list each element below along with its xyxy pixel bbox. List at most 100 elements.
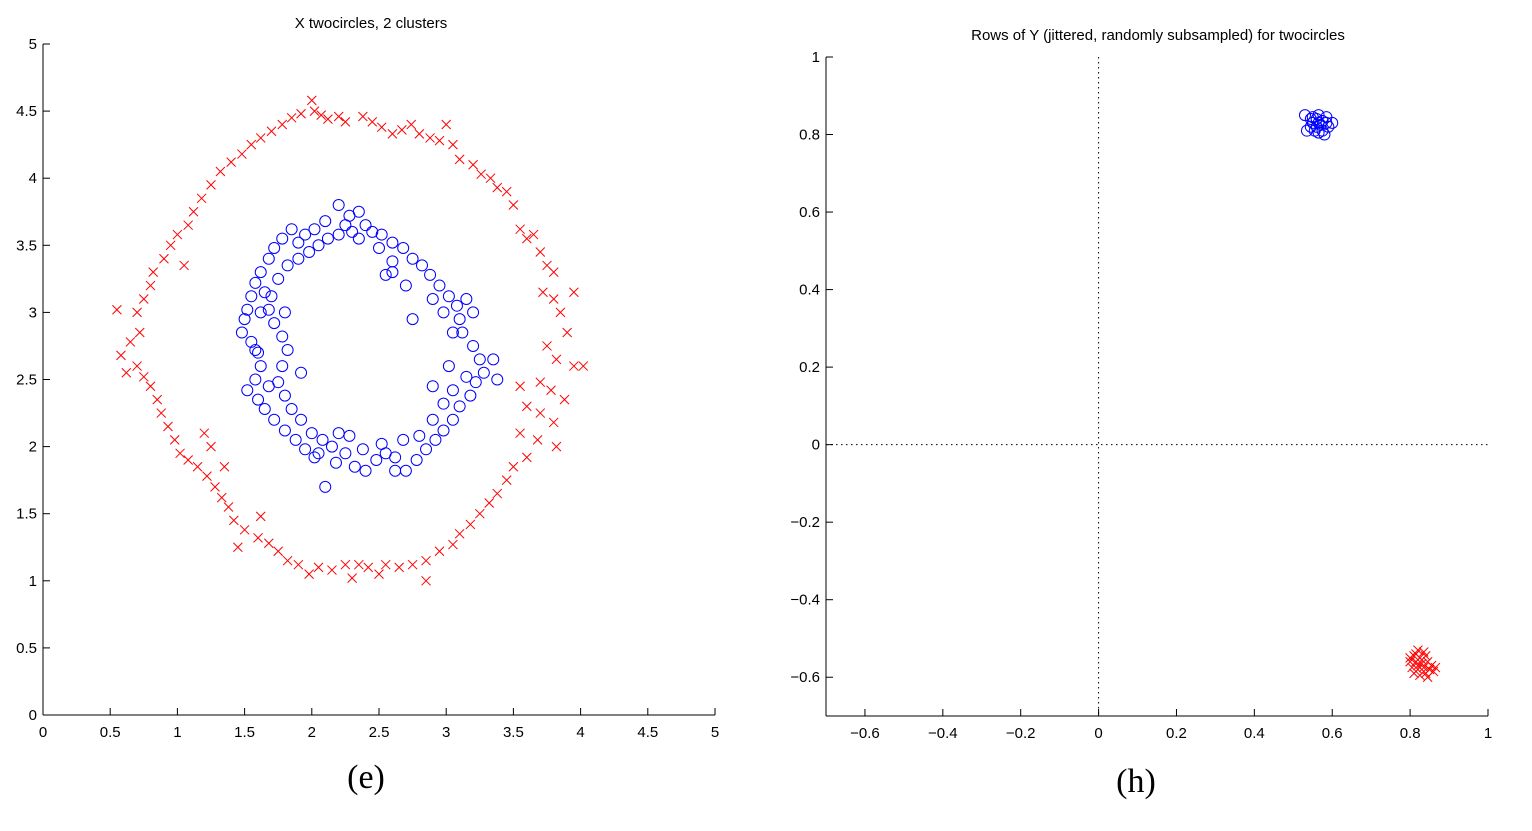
data-point-circle — [373, 241, 385, 254]
data-point-cross — [421, 555, 431, 566]
data-point-circle — [352, 232, 365, 245]
data-point-cross — [546, 385, 556, 396]
data-point-cross — [454, 154, 465, 165]
data-point-circle — [249, 373, 262, 386]
data-point-cross — [233, 542, 243, 553]
data-point-cross — [286, 112, 297, 123]
data-point-circle — [352, 205, 365, 218]
data-point-cross — [206, 180, 216, 190]
data-point-circle — [262, 380, 275, 393]
data-point-cross — [363, 562, 374, 573]
panel-h-caption: (h) — [1116, 763, 1156, 800]
data-point-cross — [282, 555, 293, 566]
data-point-cross — [323, 114, 333, 125]
data-point-circle — [450, 299, 463, 312]
data-point-cross — [1418, 662, 1429, 673]
data-point-cross — [175, 448, 185, 459]
data-point-circle — [1318, 128, 1331, 141]
data-point-circle — [442, 360, 455, 373]
data-point-circle — [295, 413, 308, 426]
data-point-circle — [308, 223, 321, 236]
data-point-cross — [465, 519, 476, 530]
data-point-circle — [321, 232, 334, 245]
data-point-cross — [521, 233, 532, 244]
data-point-circle — [339, 219, 352, 232]
data-point-circle — [386, 255, 399, 268]
data-point-circle — [325, 440, 338, 453]
data-point-cross — [273, 546, 284, 557]
data-point-cross — [277, 119, 288, 130]
data-point-cross — [266, 126, 277, 137]
data-point-cross — [376, 122, 387, 133]
data-point-circle — [1304, 113, 1317, 126]
data-point-cross — [116, 350, 126, 361]
y-tick-label: −0.2 — [790, 514, 820, 531]
data-point-circle — [446, 326, 459, 339]
data-point-circle — [375, 437, 388, 450]
y-tick-label: 0.4 — [799, 282, 820, 299]
data-point-cross — [548, 267, 559, 277]
data-point-cross — [179, 260, 189, 271]
data-point-circle — [316, 433, 329, 446]
data-point-cross — [263, 538, 274, 549]
data-point-cross — [569, 361, 579, 371]
data-point-cross — [1407, 662, 1417, 673]
y-tick-label: 4 — [29, 170, 37, 187]
x-tick-label: 1.5 — [234, 724, 255, 741]
data-point-circle — [289, 433, 302, 446]
data-point-circle — [254, 360, 267, 373]
data-point-circle — [442, 290, 455, 303]
data-point-circle — [245, 290, 258, 303]
data-point-cross — [569, 287, 579, 298]
data-point-circle — [332, 228, 345, 241]
data-point-circle — [276, 330, 289, 343]
data-point-circle — [379, 268, 392, 281]
x-tick-label: 0.2 — [1166, 725, 1187, 742]
data-point-cross — [421, 575, 431, 586]
x-tick-label: −0.4 — [928, 725, 958, 742]
data-point-cross — [414, 129, 425, 139]
data-point-cross — [548, 417, 559, 428]
data-point-cross — [528, 229, 539, 240]
data-point-cross — [296, 108, 306, 119]
data-point-circle — [359, 464, 372, 477]
data-point-circle — [348, 460, 361, 473]
data-point-cross — [396, 125, 407, 135]
data-point-circle — [312, 239, 325, 252]
x-tick-label: −0.2 — [1006, 725, 1036, 742]
y-tick-label: 5 — [29, 36, 37, 53]
data-point-circle — [487, 353, 500, 366]
data-point-circle — [464, 389, 477, 402]
data-point-cross — [327, 565, 337, 575]
data-point-cross — [138, 294, 149, 304]
y-tick-label: 3 — [29, 304, 37, 321]
y-tick-label: −0.4 — [790, 592, 820, 609]
data-point-circle — [272, 272, 285, 285]
data-point-cross — [125, 337, 136, 347]
data-point-circle — [416, 259, 429, 272]
data-point-cross — [215, 166, 226, 177]
data-point-circle — [424, 268, 437, 281]
data-point-circle — [375, 228, 388, 241]
data-point-circle — [249, 276, 262, 289]
data-point-circle — [285, 403, 298, 416]
data-point-circle — [332, 199, 345, 212]
panel-h-reference-lines — [826, 57, 1488, 716]
data-point-cross — [358, 111, 368, 122]
data-point-cross — [394, 562, 405, 573]
data-point-cross — [183, 455, 194, 465]
y-tick-label: 2 — [29, 439, 37, 456]
data-point-cross — [202, 471, 212, 481]
data-point-circle — [252, 346, 265, 359]
data-point-cross — [163, 421, 173, 432]
data-point-circle — [238, 313, 251, 326]
data-point-circle — [295, 366, 308, 379]
x-tick-label: 0.6 — [1322, 725, 1343, 742]
panel-h-ticks: −0.6 −0.4 −0.2 0 0.2 0.4 0.6 0.8 1 −0.6 −0.4 −0.2 0 0… — [790, 49, 1492, 742]
data-point-cross — [535, 377, 546, 388]
data-point-circle — [389, 451, 402, 464]
data-point-circle — [433, 279, 446, 292]
data-point-cross — [132, 361, 142, 371]
data-point-cross — [501, 186, 512, 197]
data-point-circle — [305, 427, 318, 440]
